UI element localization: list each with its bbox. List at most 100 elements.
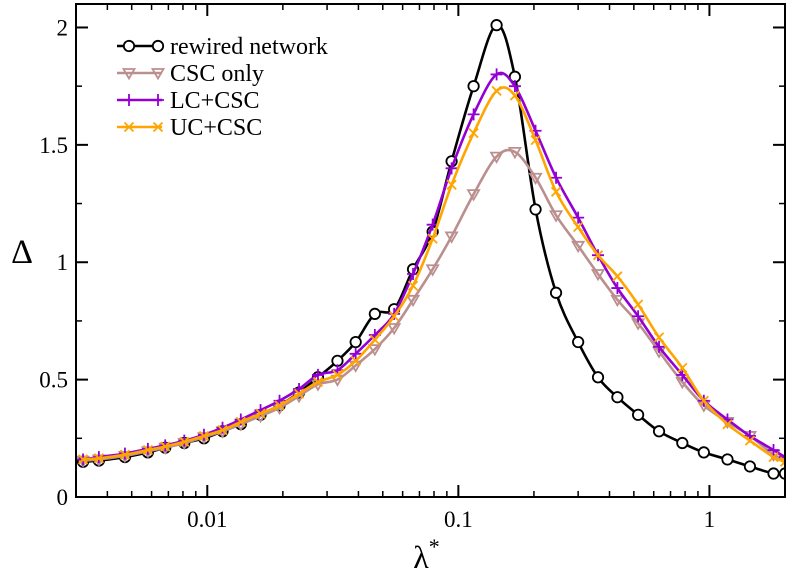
legend-marker-start-csc-only [121,68,137,81]
point-lc-csc-28 [632,310,645,323]
point-csc-only-25 [571,240,586,254]
point-uc-csc-24 [550,186,562,197]
point-uc-csc-31 [698,395,709,406]
point-uc-csc-13 [332,369,343,381]
point-rewired-network-28 [632,408,645,421]
y-tick-label-1: 0.5 [39,368,68,393]
point-csc-only-26 [590,269,606,282]
point-uc-csc-5 [179,436,190,447]
legend-entry-uc-csc: UC+CSC [117,115,262,141]
point-uc-csc-3 [142,444,154,456]
point-lc-csc-34 [767,444,780,457]
point-lc-csc-14 [349,347,362,360]
legend-label-lc-csc: LC+CSC [170,88,260,114]
point-rewired-network-20 [467,80,480,93]
point-uc-csc-20 [468,127,479,139]
point-uc-csc-7 [217,424,228,436]
point-rewired-network-26 [591,371,605,384]
point-csc-only-17 [405,294,421,308]
x-tick-label-1: 0.1 [444,507,473,532]
point-rewired-network-30 [676,436,689,450]
point-csc-only-24 [548,210,564,223]
legend-label-rewired-network: rewired network [170,34,328,60]
point-lc-csc-21 [490,68,503,81]
point-uc-csc-15 [369,334,380,345]
point-lc-csc-24 [550,171,563,184]
point-lc-csc-12 [311,368,324,381]
point-rewired-network-31 [697,446,710,459]
point-lc-csc-25 [572,211,585,224]
point-uc-csc-33 [744,435,756,446]
point-rewired-network-14 [349,335,362,349]
point-uc-csc-32 [722,419,733,430]
legend-marker-end-uc-csc [152,121,164,133]
legend-marker-end-lc-csc [152,94,164,106]
point-lc-csc-22 [508,80,521,93]
point-uc-csc-17 [407,280,419,291]
plot-frame [75,3,786,498]
x-axis-label-base: λ [413,539,429,573]
y-tick-label-2: 1 [57,250,69,275]
point-rewired-network-34 [767,467,780,480]
point-uc-csc-28 [632,299,644,310]
point-lc-csc-19 [445,162,458,175]
point-uc-csc-29 [653,332,665,343]
point-uc-csc-23 [530,135,541,146]
point-uc-csc-14 [350,355,361,366]
point-rewired-network-23 [529,203,542,216]
legend-marker-start-lc-csc [123,94,135,106]
point-csc-only-20 [466,189,481,202]
point-uc-csc-4 [160,441,171,452]
point-uc-csc-27 [612,271,623,282]
point-csc-only-19 [444,231,459,244]
point-uc-csc-12 [312,376,324,388]
point-csc-only-22 [507,146,522,160]
legend-label-csc-only: CSC only [170,61,264,87]
point-lc-csc-20 [467,108,480,121]
point-uc-csc-16 [389,311,400,322]
y-tick-label-3: 1.5 [39,133,68,158]
point-rewired-network-29 [652,425,666,438]
point-rewired-network-21 [490,19,503,32]
point-uc-csc-22 [509,90,521,101]
x-tick-label-2: 1 [704,507,716,532]
point-lc-csc-29 [653,340,666,353]
legend-label-uc-csc: UC+CSC [170,115,262,141]
x-axis-label-sup: * [429,534,440,559]
point-rewired-network-15 [368,307,381,320]
point-uc-csc-11 [293,388,305,399]
point-csc-only-27 [610,294,625,308]
point-uc-csc-10 [274,400,285,411]
axis-ticks: 0.01 0.1 1 0 0.5 1 1.5 2 [39,4,786,532]
point-rewired-network-32 [721,453,734,466]
point-csc-only-23 [528,172,543,186]
point-csc-only-16 [387,323,402,336]
x-tick-label-0: 0.01 [187,507,227,532]
point-rewired-network-27 [611,391,624,404]
legend-entry-rewired-network: rewired network [117,34,328,60]
legend-entry-csc-only: CSC only [117,61,264,87]
point-uc-csc-19 [446,179,457,190]
point-uc-csc-21 [491,85,502,96]
legend-entry-lc-csc: LC+CSC [117,88,260,114]
point-uc-csc-8 [235,416,246,428]
point-uc-csc-34 [768,451,779,463]
series-layer [76,19,785,480]
point-uc-csc-6 [198,430,210,442]
y-tick-label-4: 2 [57,15,69,40]
point-csc-only-15 [367,344,382,357]
point-uc-csc-26 [592,250,604,261]
series-uc-csc [77,85,785,467]
point-uc-csc-35 [779,456,785,467]
point-uc-csc-25 [573,221,584,233]
series-line-uc-csc [82,86,785,464]
series-line-csc-only [82,148,785,462]
point-rewired-network-33 [743,460,757,473]
point-uc-csc-2 [119,449,131,460]
legend-marker-end-rewired-network [151,39,165,53]
point-uc-csc-30 [677,362,688,374]
y-axis-label: Δ [11,234,33,271]
legend-marker-start-rewired-network [122,39,136,53]
